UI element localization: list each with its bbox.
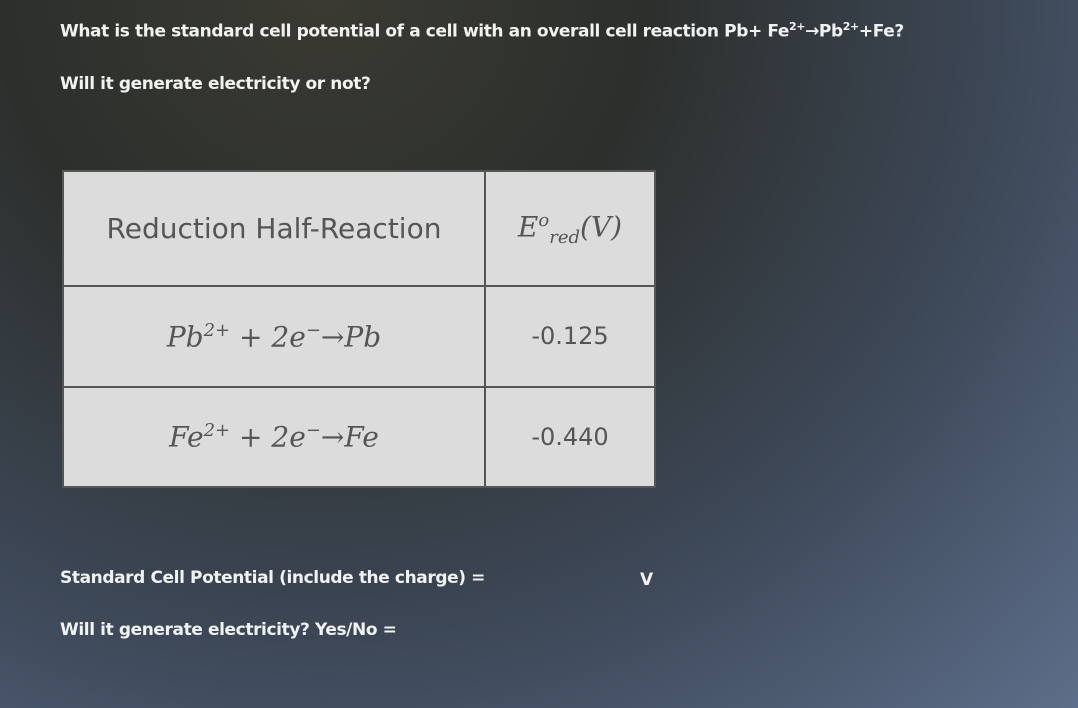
text: →Fe <box>320 420 379 454</box>
unit: V <box>640 570 653 590</box>
superscript: 2+ <box>203 420 231 442</box>
header-cell: Eored(V) <box>484 170 656 287</box>
text: Fe <box>169 420 204 454</box>
superscript: 2+ <box>842 20 859 33</box>
row: Pb2+ + 2e−→Pb -0.125 <box>62 285 656 388</box>
superscript: o <box>538 209 550 231</box>
potential-cell: -0.440 <box>484 385 656 488</box>
row: Fe2+ + 2e−→Fe -0.440 <box>62 385 656 488</box>
header-cell: Reduction Half-Reaction <box>62 170 486 287</box>
subscript: red <box>549 226 580 248</box>
question-line: Will it generate electricity or not? <box>60 74 371 94</box>
superscript: − <box>305 319 321 341</box>
text: E <box>517 209 539 243</box>
superscript: 2+ <box>203 319 231 341</box>
text: +Fe? <box>858 21 904 42</box>
text: →Pb <box>805 21 843 42</box>
reaction-cell: Fe2+ + 2e−→Fe <box>62 385 486 488</box>
text: + 2e <box>230 420 306 454</box>
superscript: 2+ <box>789 20 806 33</box>
potential-table: Reduction Half-Reaction Eored(V) Pb2+ + … <box>62 170 656 488</box>
potential-cell: -0.125 <box>484 285 656 388</box>
superscript: − <box>305 420 321 442</box>
answer-prompt: Will it generate electricity? Yes/No = <box>60 620 397 640</box>
answer-prompt: Standard Cell Potential (include the cha… <box>60 568 485 588</box>
text: (V) <box>580 209 623 243</box>
text: Pb <box>166 319 204 353</box>
text: →Pb <box>320 319 382 353</box>
question-line: What is the standard cell potential of a… <box>60 20 904 42</box>
text: + 2e <box>230 319 306 353</box>
reaction-cell: Pb2+ + 2e−→Pb <box>62 285 486 388</box>
header-row: Reduction Half-Reaction Eored(V) <box>62 170 656 287</box>
text: What is the standard cell potential of a… <box>60 21 789 42</box>
